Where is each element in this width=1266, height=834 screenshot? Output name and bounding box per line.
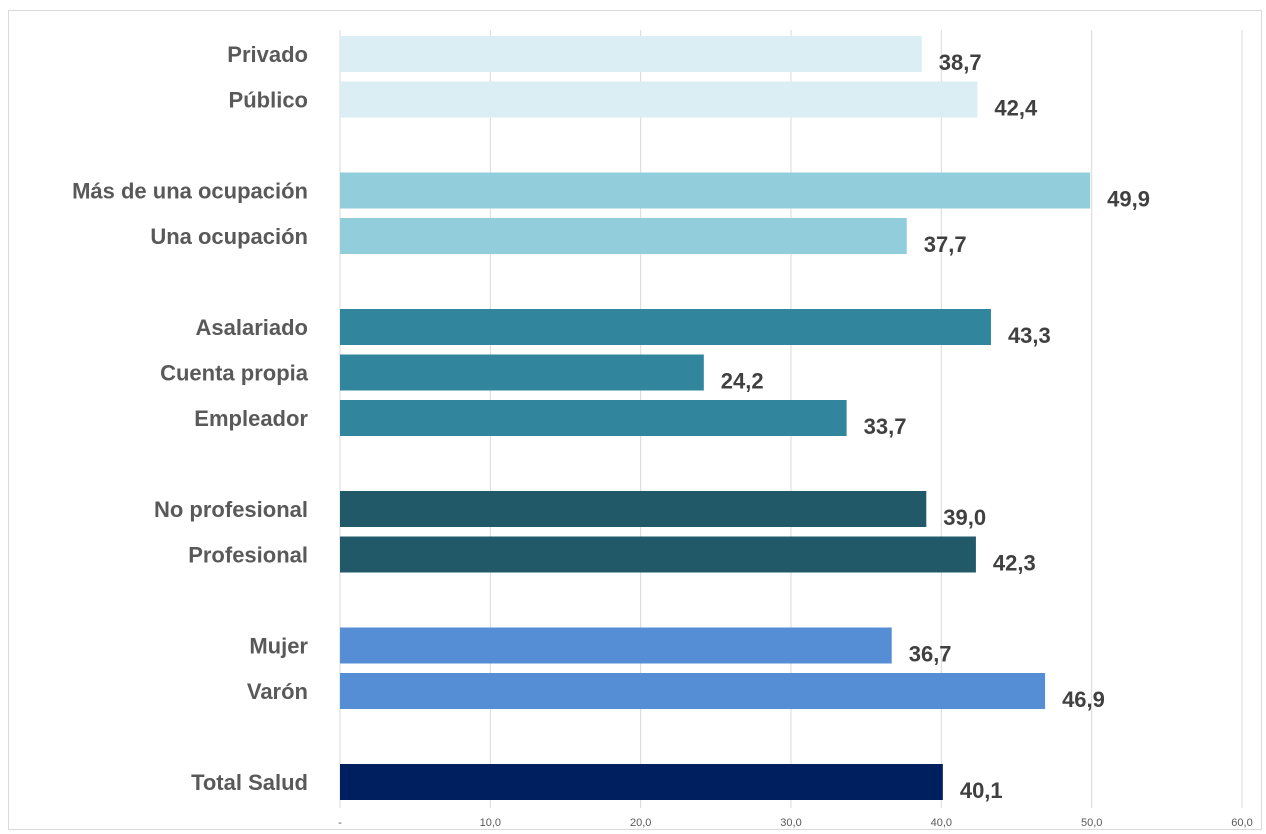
category-label: Una ocupación [150, 224, 308, 249]
bar [340, 673, 1046, 709]
category-label: Total Salud [191, 770, 308, 795]
bar [340, 172, 1091, 209]
bar [340, 309, 991, 345]
x-tick-label: 10,0 [480, 817, 501, 829]
data-label: 42,4 [994, 96, 1038, 121]
data-label: 37,7 [924, 232, 967, 257]
category-label: Mujer [249, 634, 308, 659]
category-label: Público [229, 88, 308, 113]
category-label: Empleador [194, 406, 308, 431]
category-label: No profesional [154, 497, 308, 522]
bar [340, 764, 943, 800]
bar [340, 218, 907, 254]
category-label: Más de una ocupación [72, 179, 308, 204]
bar [340, 536, 976, 573]
category-label: Asalariado [196, 315, 309, 340]
x-tick-label: 50,0 [1081, 817, 1102, 829]
labels: Privado 38,7 Público 42,4 Más de una ocupaci… [72, 42, 1150, 803]
x-axis-ticks: - 10,0 20,0 30,0 40,0 50,0 60,0 [338, 817, 1253, 829]
bar [340, 36, 922, 72]
data-label: 38,7 [939, 50, 982, 75]
data-label: 24,2 [721, 369, 764, 394]
x-tick-label: 30,0 [780, 817, 801, 829]
category-label: Cuenta propia [160, 361, 309, 386]
x-tick-label: 20,0 [630, 817, 651, 829]
category-label: Varón [247, 679, 308, 704]
x-tick-label: 40,0 [931, 817, 952, 829]
data-label: 42,3 [993, 551, 1036, 576]
data-label: 39,0 [943, 505, 986, 530]
x-tick-label: - [338, 817, 342, 829]
data-label: 40,1 [960, 778, 1003, 803]
data-label: 49,9 [1107, 187, 1150, 212]
data-label: 43,3 [1008, 323, 1051, 348]
data-label: 36,7 [909, 642, 952, 667]
bar [340, 627, 892, 664]
bar [340, 491, 927, 527]
category-label: Privado [227, 42, 308, 67]
category-label: Profesional [188, 543, 308, 568]
x-tick-label: 60,0 [1231, 817, 1252, 829]
data-label: 46,9 [1062, 687, 1105, 712]
bar [340, 400, 847, 436]
chart-frame [8, 10, 1262, 830]
bars [340, 36, 1091, 800]
bar [340, 354, 704, 391]
data-label: 33,7 [864, 414, 907, 439]
bar [340, 81, 978, 118]
